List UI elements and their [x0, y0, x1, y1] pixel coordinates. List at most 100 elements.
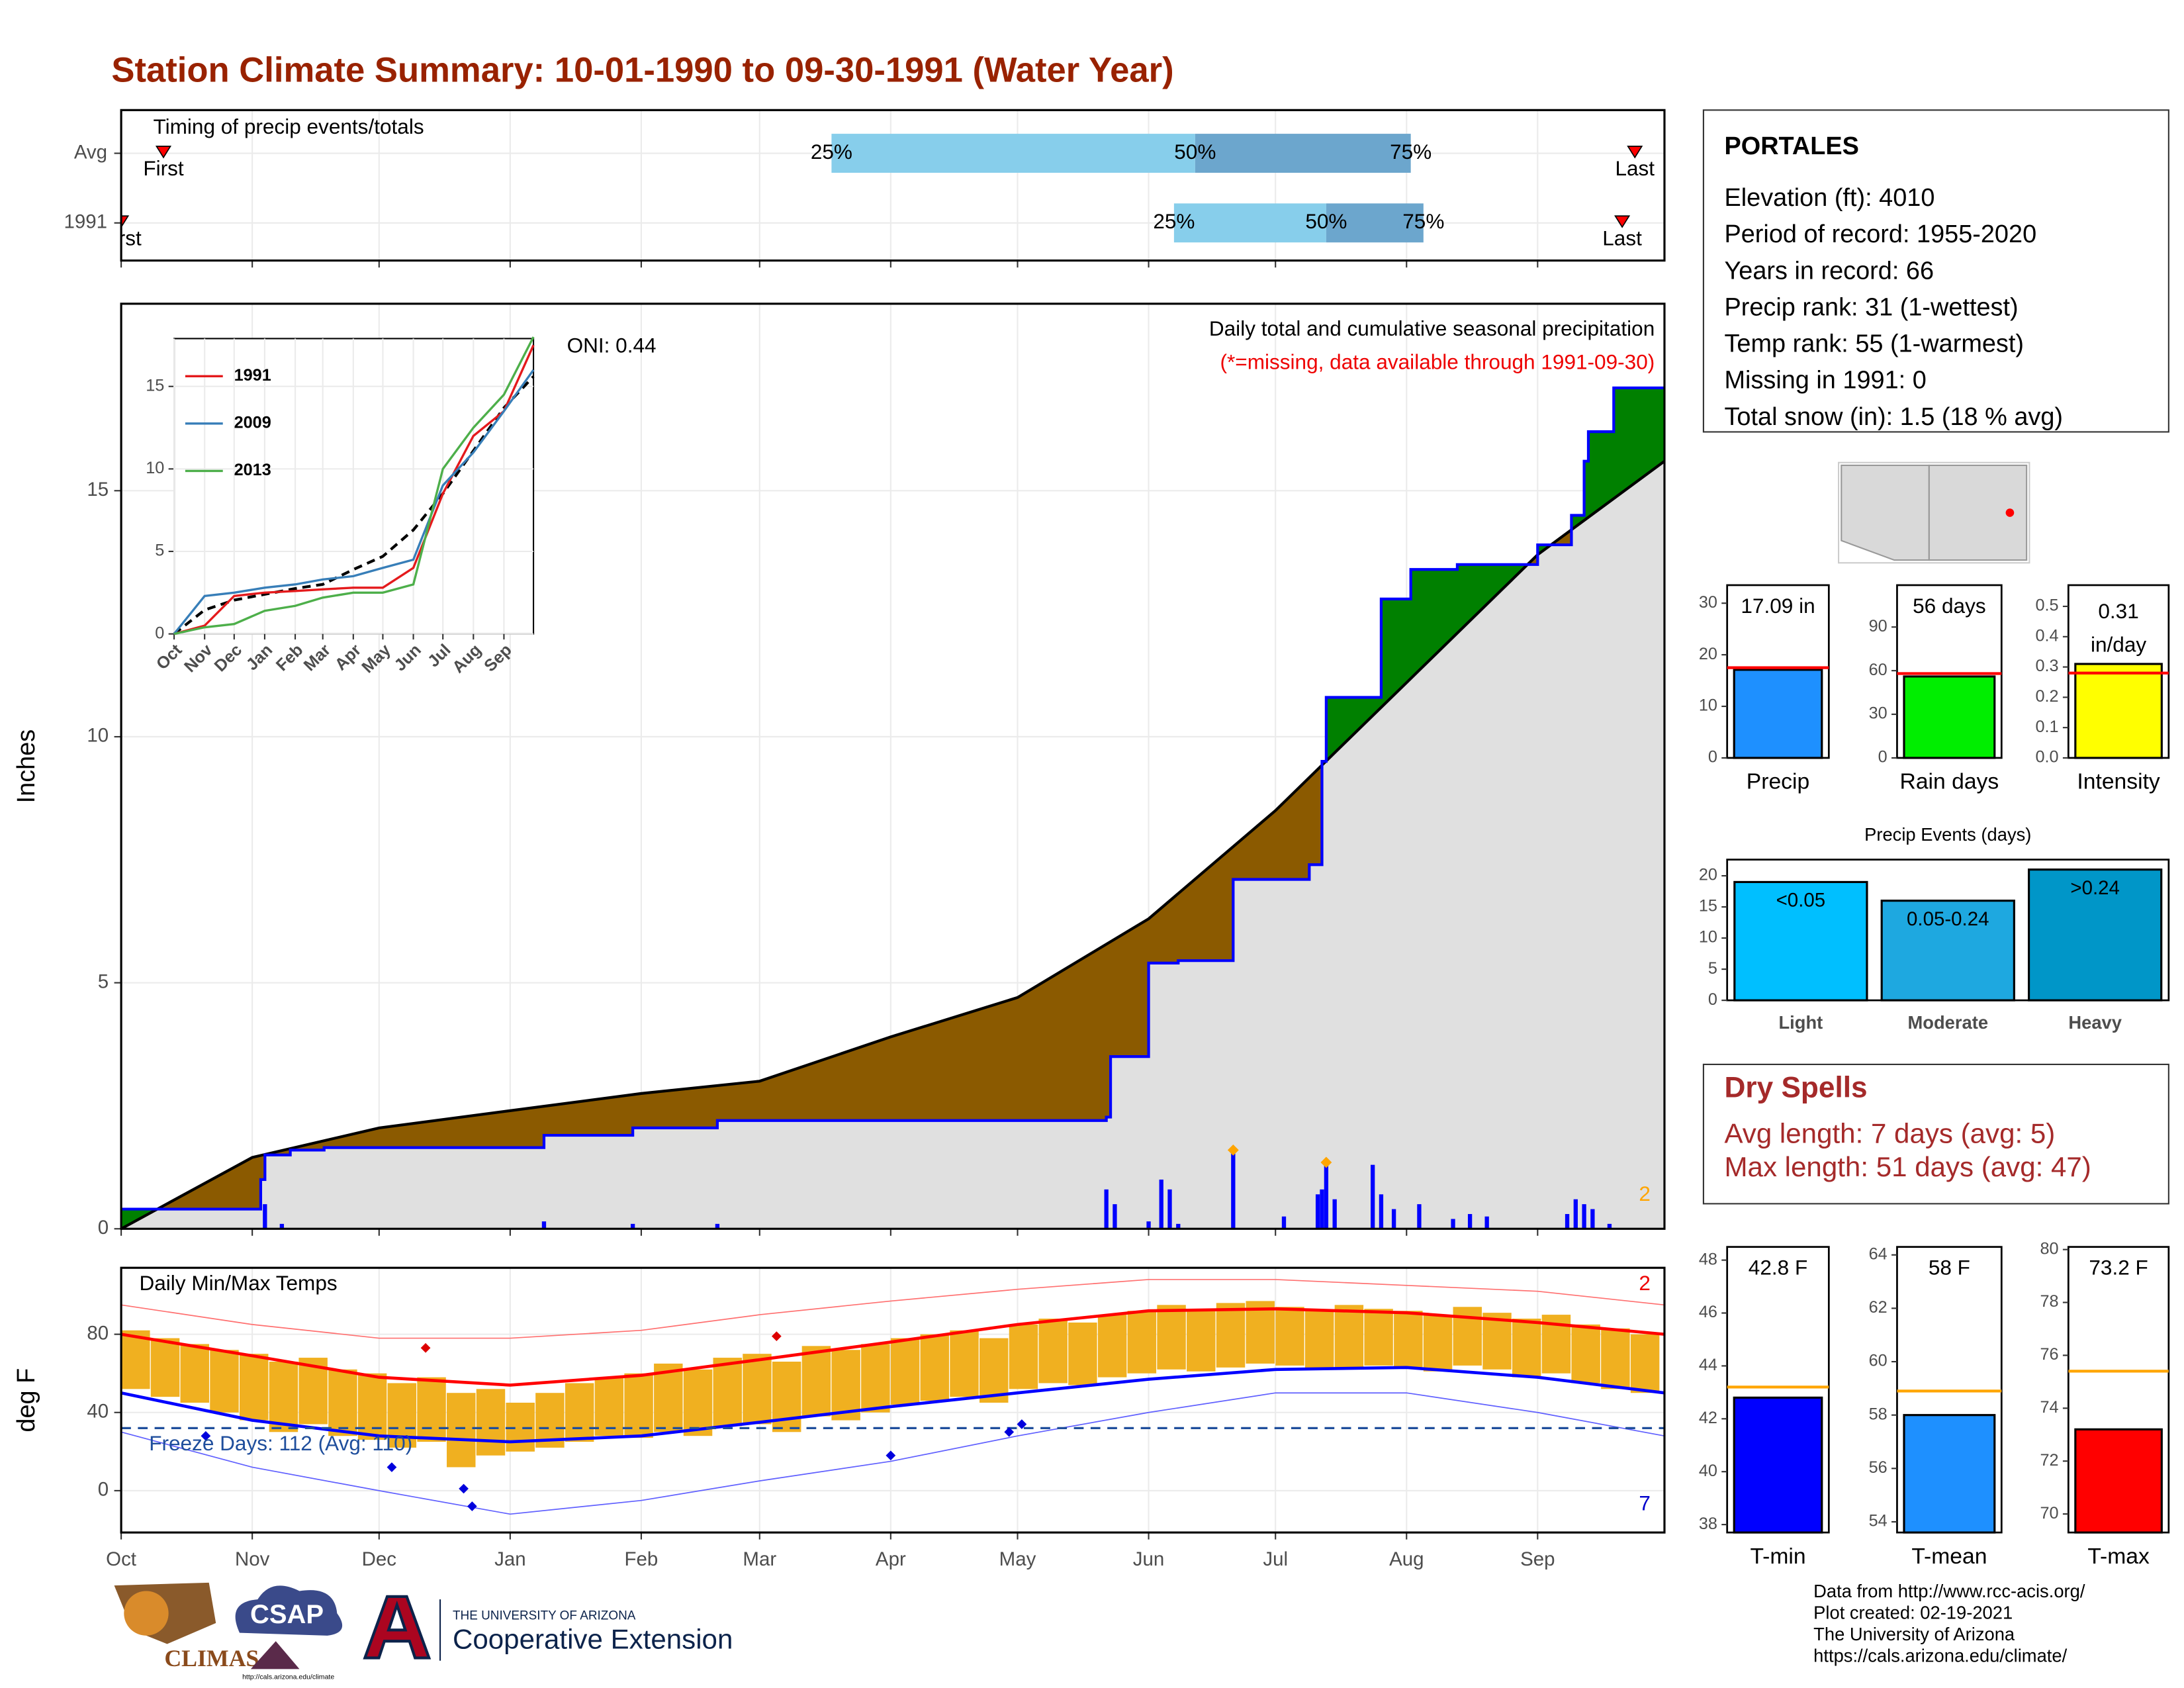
average-cumulative-line: [120, 460, 1666, 1231]
daily-temp-bar: [1364, 1309, 1393, 1366]
y-tick-label: 15: [87, 479, 109, 500]
daily-precip-bar: [1146, 1221, 1151, 1229]
y-tick-label: 0.0: [2035, 748, 2058, 767]
quartile-label: 50%: [1305, 209, 1347, 233]
daily-precip-bar: [1391, 1209, 1396, 1229]
daily-temp-bar: [269, 1361, 298, 1432]
y-tick-label: 90: [1869, 617, 1888, 635]
quartile-bar-high: [1195, 134, 1411, 173]
daily-temp-bar: [447, 1393, 476, 1468]
panel-border: [120, 1266, 1666, 1534]
panel-border: [120, 109, 1666, 262]
y-tick-label: 80: [2040, 1239, 2058, 1258]
daily-temp-bar: [594, 1377, 624, 1436]
annotation: Freeze Days: 112 (Avg: 110): [149, 1431, 412, 1455]
daily-temp-bar: [180, 1344, 210, 1403]
daily-temp-bar: [1394, 1311, 1423, 1368]
logos: CLIMAS CSAP http://cals.arizona.edu/clim…: [114, 1582, 733, 1681]
logo-climas: CLIMAS: [164, 1645, 259, 1671]
event-bar: [1733, 880, 1868, 1002]
station-name: PORTALES: [1724, 132, 1858, 160]
record-marker: [387, 1462, 397, 1472]
daily-temp-bar: [861, 1344, 890, 1413]
daily-precip-bar: [715, 1223, 720, 1229]
value-label: 42.8 F: [1749, 1256, 1807, 1280]
category-label: Light: [1778, 1012, 1823, 1033]
locator-map: [1838, 461, 2030, 564]
daily-temp-bar: [1097, 1315, 1127, 1378]
daily-temp-bar: [920, 1334, 950, 1401]
daily-temp-bar: [1216, 1303, 1246, 1368]
legend-label: 2013: [234, 461, 271, 479]
category-label: T-mean: [1911, 1544, 1987, 1569]
station-box: [1702, 109, 2169, 433]
panel-border: [120, 303, 1666, 1230]
y-tick-label: 30: [1869, 704, 1888, 723]
daily-temp-bar: [1157, 1305, 1186, 1370]
y-tick-label: 0.1: [2035, 718, 2058, 736]
daily-temp-bar: [1127, 1311, 1157, 1374]
y-tick-label: 0: [1708, 748, 1717, 767]
daily-temp-bar: [150, 1338, 180, 1397]
y-tick-label: 60: [1869, 1352, 1888, 1370]
value-label: 0.31 in/day: [2091, 599, 2146, 657]
daily-temp-bar: [1630, 1334, 1660, 1393]
daily-precip-bar: [1590, 1209, 1595, 1229]
inset-y-label: 5: [155, 541, 164, 560]
daily-temp-bar: [476, 1389, 506, 1456]
page-title: Station Climate Summary: 10-01-1990 to 0…: [111, 50, 1173, 89]
value-label: 17.09 in: [1741, 594, 1815, 618]
record-marker: [1017, 1419, 1027, 1429]
y-tick-label: 5: [98, 970, 109, 992]
x-tick-label: Aug: [1389, 1548, 1424, 1570]
daily-precip-bar: [1320, 1189, 1324, 1229]
daily-temp-bar: [1009, 1324, 1038, 1389]
annotation: ONI: 0.44: [567, 333, 657, 357]
first-marker: [155, 146, 172, 159]
daily-precip-bar: [1379, 1194, 1384, 1229]
daily-precip-bar: [1582, 1204, 1586, 1229]
daily-precip-bar: [1167, 1189, 1172, 1229]
daily-precip-bar: [1113, 1204, 1117, 1229]
last-label: Last: [1615, 156, 1655, 180]
y-tick-label: 0: [1878, 748, 1888, 767]
daily-temp-bar: [121, 1330, 150, 1389]
record-low-line: [120, 1392, 1665, 1515]
quartile-bar-low: [831, 134, 1195, 173]
timing-panel: 25% 50% 75% First Last 25% 50% 75% First Last Timi…: [101, 110, 1664, 261]
daily-precip-bar: [1565, 1213, 1570, 1229]
daily-temp-bar: [1246, 1301, 1275, 1364]
inset-series-line: [173, 336, 535, 635]
side-panels: 0 10 20 30 17.09 in Precip 0 30 60 90 56 days Rain …: [1699, 584, 2170, 1569]
annotation: 7: [1639, 1491, 1651, 1515]
dry-spells-title: Dry Spells: [1724, 1072, 1867, 1104]
daily-temp-bar: [743, 1354, 772, 1425]
observed-cumulative-line: [121, 386, 1664, 1211]
daily-temp-bar: [1334, 1305, 1364, 1368]
daily-temp-bar: [565, 1383, 594, 1442]
logo-csap: CSAP: [250, 1600, 324, 1629]
bar: [1903, 675, 1996, 759]
bar: [1733, 1396, 1823, 1534]
event-bar: [1880, 900, 2015, 1002]
y-tick-label: 5: [1708, 959, 1717, 978]
y-tick-label: 48: [1699, 1250, 1717, 1268]
y-tick-label: 78: [2040, 1292, 2058, 1311]
last-label: Last: [1602, 226, 1642, 250]
category-label: T-max: [2087, 1544, 2150, 1569]
y-tick-label: 64: [1869, 1244, 1888, 1263]
first-label: First: [101, 226, 142, 250]
timing-title: Timing of precip events/totals: [154, 115, 424, 138]
avg-min-line: [120, 1366, 1665, 1444]
quartile-bar-high: [1326, 203, 1424, 243]
daily-temp-bar: [357, 1373, 387, 1440]
daily-precip-bar: [1281, 1216, 1287, 1229]
y-tick-label: 15: [1699, 897, 1717, 915]
bar: [2074, 1428, 2163, 1534]
x-tick-label: Jun: [1133, 1548, 1165, 1570]
y-tick-label: 0.5: [2035, 596, 2058, 615]
daily-temp-bar: [713, 1358, 742, 1427]
credit-line: The University of Arizona: [1813, 1624, 2015, 1644]
bar: [1733, 669, 1823, 759]
